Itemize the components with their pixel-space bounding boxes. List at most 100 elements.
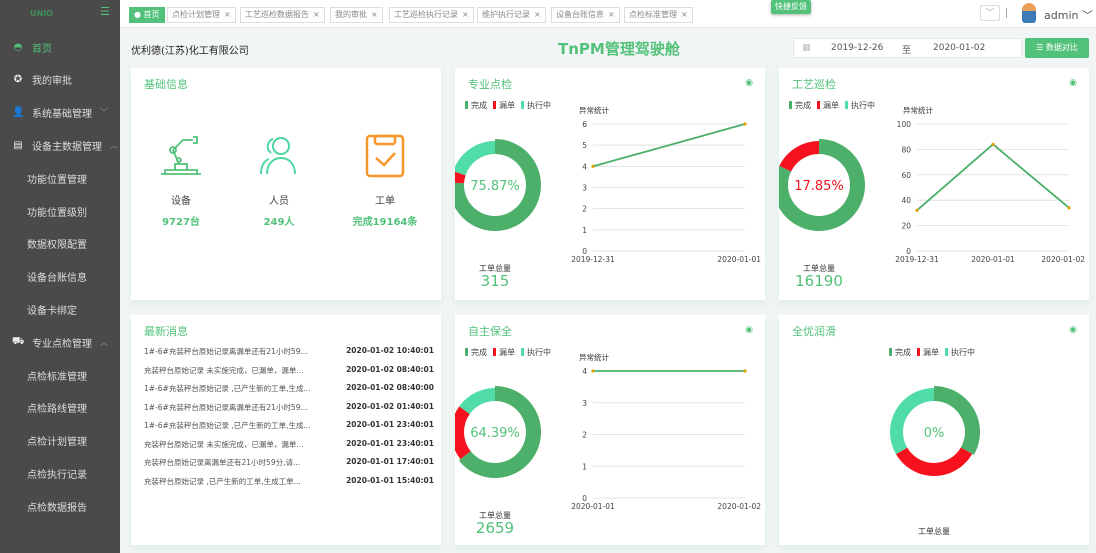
- x-tick-label: 2020-01-02: [1041, 255, 1085, 264]
- data-point[interactable]: [743, 369, 747, 373]
- news-item[interactable]: 1#-6#充装秤台原始记录离漏单还有21小时59... 2020-01-02 10…: [144, 346, 434, 357]
- tab[interactable]: 工艺巡检数据报告 ×: [240, 7, 325, 23]
- tab[interactable]: 设备台账信息 ×: [551, 7, 620, 23]
- data-point[interactable]: [991, 142, 995, 146]
- news-item[interactable]: 充装秤台原始记录 ,已产生新的工单,生成工单... 2020-01-01 15:4…: [144, 476, 434, 487]
- tab[interactable]: 我的审批 ×: [330, 7, 383, 23]
- close-icon[interactable]: ×: [313, 10, 320, 19]
- news-item[interactable]: 1#-6#充装秤台原始记录离漏单还有21小时59... 2020-01-02 01…: [144, 402, 434, 413]
- close-icon[interactable]: ×: [608, 10, 615, 19]
- news-item[interactable]: 1#-6#充装秤台原始记录 ,已产生新的工单,生成... 2020-01-02 0…: [144, 383, 434, 394]
- donut-segment[interactable]: [779, 139, 865, 231]
- eye-icon[interactable]: ◉: [745, 325, 753, 335]
- news-time: 2020-01-01 23:40:01: [346, 420, 434, 429]
- close-icon[interactable]: ×: [681, 10, 688, 19]
- news-item[interactable]: 充装秤台原始记录 未实施完成，已漏单，漏单... 2020-01-01 23:40…: [144, 439, 434, 450]
- news-item[interactable]: 充装秤台原始记录 未实施完成，已漏单，漏单... 2020-01-02 08:40…: [144, 365, 434, 376]
- tab[interactable]: 维护执行记录 ×: [477, 7, 546, 23]
- approval-icon: ✪: [13, 74, 23, 86]
- sidebar-item[interactable]: 设备卡绑定: [0, 293, 120, 325]
- news-item[interactable]: 1#-6#充装秤台原始记录 ,已产生新的工单,生成... 2020-01-01 2…: [144, 420, 434, 431]
- legend-item[interactable]: 漏单: [493, 100, 515, 111]
- donut-segment[interactable]: [934, 386, 980, 455]
- donut-segment[interactable]: [890, 388, 934, 455]
- sidebar-item[interactable]: 点检路线管理: [0, 392, 120, 424]
- dropdown-button[interactable]: ﹀: [980, 5, 1000, 21]
- legend-item[interactable]: 漏单: [917, 347, 939, 358]
- donut-segment[interactable]: [459, 388, 495, 414]
- date-start[interactable]: 2019-12-26: [831, 43, 884, 53]
- date-end[interactable]: 2020-01-02: [933, 43, 986, 53]
- data-point[interactable]: [743, 122, 747, 126]
- donut-segment[interactable]: [455, 171, 466, 184]
- people-icon: [260, 137, 296, 175]
- sidebar-item[interactable]: 👤 系统基础管理 ﹀: [0, 97, 120, 129]
- avatar[interactable]: [1022, 3, 1036, 23]
- data-point[interactable]: [1067, 206, 1071, 210]
- donut-segment[interactable]: [895, 447, 973, 476]
- data-point[interactable]: [591, 369, 595, 373]
- legend-item[interactable]: 完成: [465, 100, 487, 111]
- data-point[interactable]: [915, 208, 919, 212]
- news-item[interactable]: 充装秤台原始记录离漏单还有21小时59分,请... 2020-01-01 17:4…: [144, 457, 434, 468]
- legend-item[interactable]: 完成: [789, 100, 811, 111]
- news-card: 最新消息 1#-6#充装秤台原始记录离漏单还有21小时59... 2020-01-…: [131, 315, 441, 545]
- tab[interactable]: ● 首页: [129, 7, 165, 23]
- data-point[interactable]: [591, 164, 595, 168]
- dashboard-icon: ◓: [13, 41, 23, 53]
- legend-item[interactable]: 完成: [889, 347, 911, 358]
- close-icon[interactable]: ×: [371, 10, 378, 19]
- menu-toggle-icon[interactable]: ☰: [100, 5, 110, 18]
- x-tick-label: 2020-01-02: [717, 502, 761, 511]
- tab[interactable]: 点检计划管理 ×: [167, 7, 236, 23]
- chart-svg: 75.87% 异常统计 0 1 2 3 4 5 6 2019-12-31 2020-01-01: [455, 105, 761, 264]
- x-tick-label: 2019-12-31: [895, 255, 939, 264]
- sidebar-item[interactable]: 功能位置管理: [0, 162, 120, 194]
- news-text: 充装秤台原始记录 未实施完成，已漏单，漏单...: [144, 439, 304, 449]
- sidebar-item[interactable]: ▤ 设备主数据管理 ︿: [0, 129, 120, 161]
- close-icon[interactable]: ×: [534, 10, 541, 19]
- legend-item[interactable]: 完成: [465, 347, 487, 358]
- sidebar-item[interactable]: 点检计划管理: [0, 425, 120, 457]
- eye-icon[interactable]: ◉: [1069, 78, 1077, 88]
- legend-item[interactable]: 执行中: [945, 347, 975, 358]
- donut-segment[interactable]: [779, 141, 819, 172]
- legend-item[interactable]: 执行中: [521, 100, 551, 111]
- autonomous-card: 自主保全 ◉ 完成 漏单 执行中 工单总量 2659 64.39% 异常统计 0 1 2 3 4 2…: [455, 315, 765, 545]
- sidebar-item[interactable]: 点检标准管理: [0, 359, 120, 391]
- close-icon[interactable]: ×: [462, 10, 469, 19]
- donut-segment[interactable]: [458, 386, 541, 478]
- donut-segment[interactable]: [455, 139, 541, 231]
- tab[interactable]: 点检标准管理 ×: [624, 7, 693, 23]
- sidebar-item[interactable]: ⛟ 专业点检管理 ︿: [0, 326, 120, 358]
- y-tick-label: 0: [582, 247, 587, 256]
- donut-segment[interactable]: [455, 141, 495, 176]
- donut-center-text: 17.85%: [794, 179, 844, 194]
- compare-data-button[interactable]: ☰ 数据对比: [1025, 38, 1089, 58]
- sidebar-item[interactable]: ◓ 首页: [0, 31, 120, 63]
- sidebar-item[interactable]: ✪ 我的审批: [0, 64, 120, 96]
- sidebar-item[interactable]: 功能位置级别: [0, 195, 120, 227]
- sidebar-item[interactable]: 点检执行记录: [0, 457, 120, 489]
- eye-icon[interactable]: ◉: [745, 78, 753, 88]
- sidebar-item-label: 首页: [32, 43, 52, 55]
- sidebar-item[interactable]: 数据权限配置: [0, 228, 120, 260]
- legend-label: 漏单: [823, 101, 839, 110]
- donut-segment[interactable]: [455, 406, 471, 460]
- sidebar-item[interactable]: 设备台账信息: [0, 261, 120, 293]
- legend: 完成 漏单 执行中: [889, 347, 975, 358]
- close-icon[interactable]: ×: [224, 10, 231, 19]
- feedback-button[interactable]: 快捷反馈: [771, 0, 811, 14]
- legend-label: 执行中: [527, 348, 551, 357]
- date-range-picker[interactable]: ▦ 2019-12-26 至 2020-01-02: [793, 38, 1022, 58]
- legend-item[interactable]: 漏单: [817, 100, 839, 111]
- legend-item[interactable]: 漏单: [493, 347, 515, 358]
- legend-item[interactable]: 执行中: [521, 347, 551, 358]
- sidebar-item-label: 我的审批: [32, 76, 72, 88]
- sidebar-item[interactable]: 点检数据报告: [0, 490, 120, 522]
- legend-item[interactable]: 执行中: [845, 100, 875, 111]
- user-menu[interactable]: admin ﹀: [1044, 7, 1093, 23]
- tab[interactable]: 工艺巡检执行记录 ×: [389, 7, 474, 23]
- eye-icon[interactable]: ◉: [1069, 325, 1077, 335]
- y-tick-label: 20: [901, 222, 911, 231]
